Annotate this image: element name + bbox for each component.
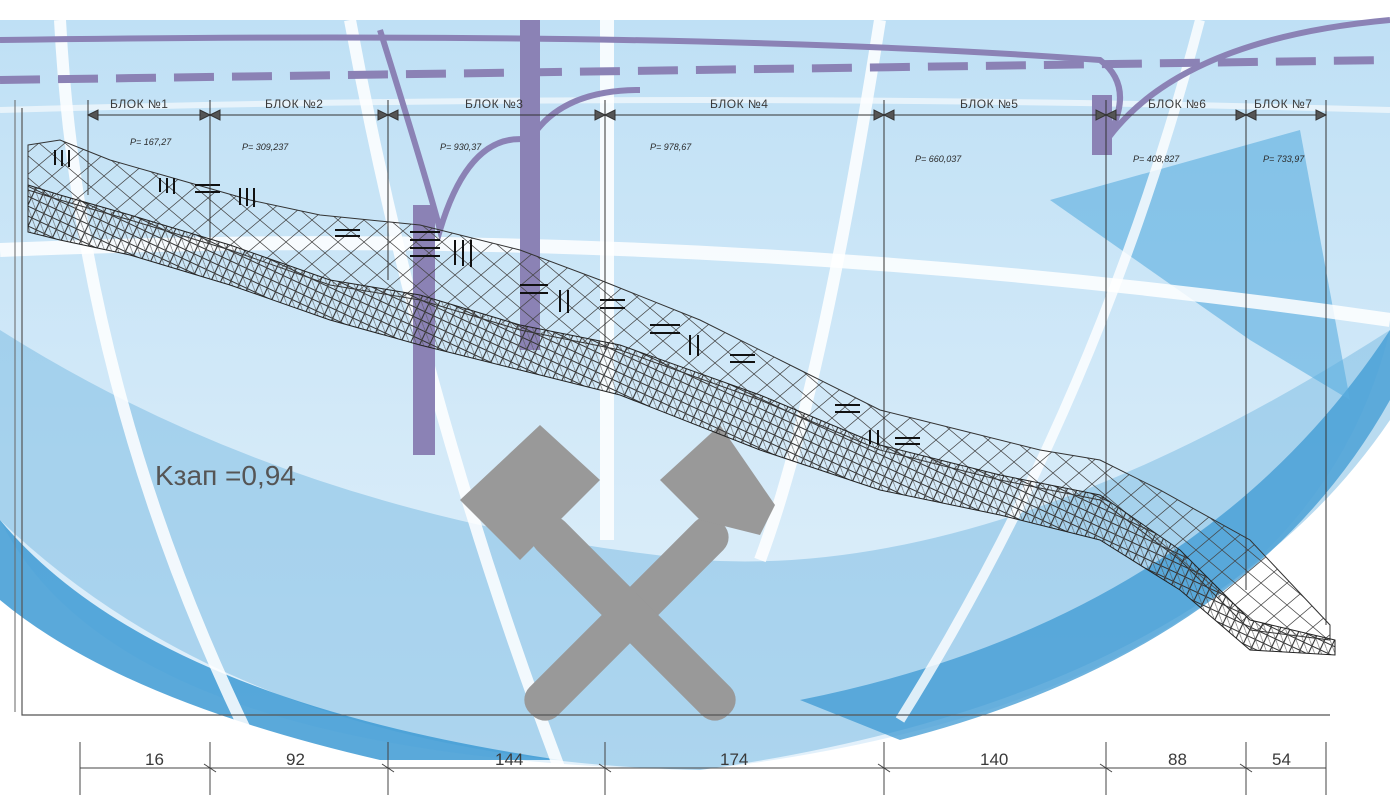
dimension-4: 174 (720, 750, 748, 769)
block-label-1: БЛОК №1 (110, 97, 168, 111)
dimension-5: 140 (980, 750, 1008, 769)
block-label-7: БЛОК №7 (1254, 97, 1312, 111)
block-labels: БЛОК №1 БЛОК №2 БЛОК №3 БЛОК №4 БЛОК №5 … (110, 97, 1312, 164)
block-label-6: БЛОК №6 (1148, 97, 1206, 111)
block-reserve-1: P= 167,27 (130, 137, 172, 147)
block-reserve-6: P= 408,827 (1133, 154, 1180, 164)
dimension-2: 92 (286, 750, 305, 769)
block-reserve-5: P= 660,037 (915, 154, 962, 164)
block-label-4: БЛОК №4 (710, 97, 768, 111)
block-label-2: БЛОК №2 (265, 97, 323, 111)
block-label-3: БЛОК №3 (465, 97, 523, 111)
block-reserve-4: P= 978,67 (650, 142, 692, 152)
dimension-1: 16 (145, 750, 164, 769)
block-label-5: БЛОК №5 (960, 97, 1018, 111)
dimension-7: 54 (1272, 750, 1291, 769)
geological-section (14, 100, 1336, 795)
dimension-3: 144 (495, 750, 523, 769)
dimension-6: 88 (1168, 750, 1187, 769)
block-reserve-3: P= 930,37 (440, 142, 482, 152)
crossed-hammers-icon (460, 425, 775, 721)
block-reserve-7: P= 733,97 (1263, 154, 1305, 164)
block-reserve-2: P= 309,237 (242, 142, 289, 152)
dimension-labels: 16 92 144 174 140 88 54 (145, 750, 1291, 769)
coefficient-label: Kзап =0,94 (155, 460, 296, 491)
